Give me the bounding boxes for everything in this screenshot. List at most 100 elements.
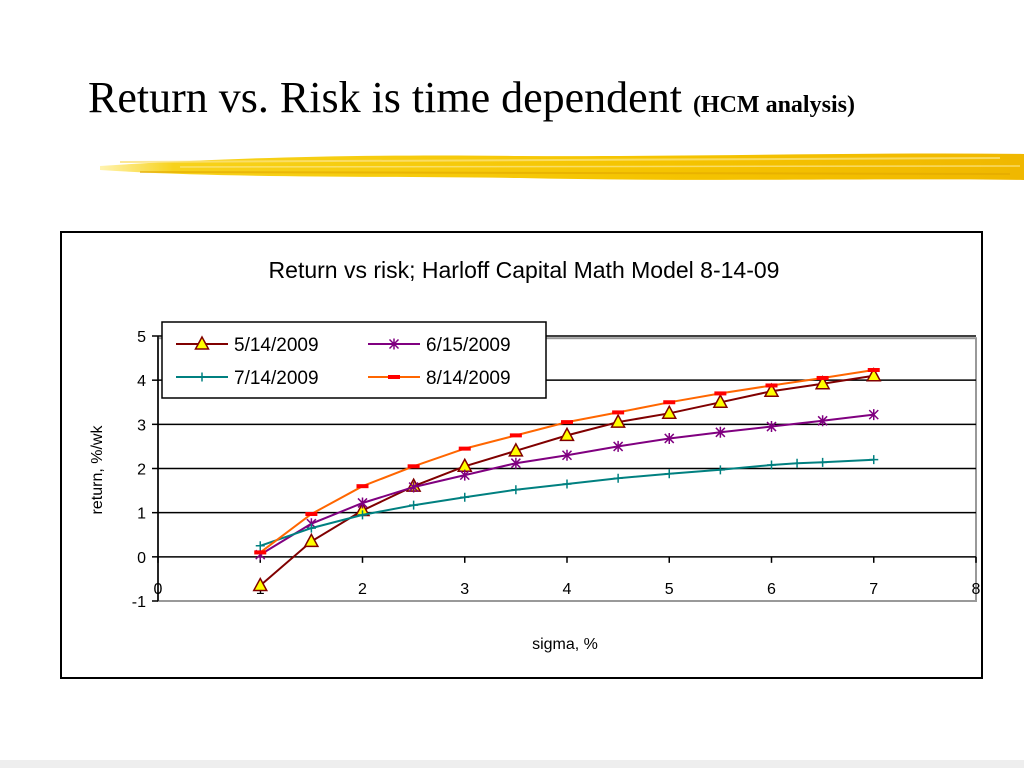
dash-marker bbox=[305, 511, 318, 516]
series-marker-asterisk bbox=[715, 426, 726, 438]
series-marker-plus bbox=[869, 455, 879, 465]
chart-title: Return vs risk; Harloff Capital Math Mod… bbox=[269, 257, 780, 283]
chart-svg: Return vs risk; Harloff Capital Math Mod… bbox=[89, 257, 981, 653]
dash-marker bbox=[458, 446, 471, 451]
x-tick-label: 4 bbox=[563, 581, 572, 598]
series-marker-triangle bbox=[814, 375, 831, 390]
series-marker-asterisk bbox=[408, 481, 419, 493]
plus-marker bbox=[197, 372, 207, 382]
series-marker-dash bbox=[714, 391, 727, 396]
legend-label: 8/14/2009 bbox=[426, 368, 511, 389]
dash-marker bbox=[663, 400, 676, 405]
dash-marker bbox=[765, 383, 778, 388]
x-tick-label: 8 bbox=[972, 581, 981, 598]
plus-marker bbox=[460, 492, 470, 502]
series-line-3 bbox=[259, 458, 874, 547]
plus-marker bbox=[358, 510, 367, 520]
legend-label: 7/14/2009 bbox=[234, 368, 319, 389]
triangle-marker bbox=[661, 404, 678, 420]
asterisk-marker bbox=[459, 469, 470, 481]
triangle-marker bbox=[508, 442, 524, 457]
series-marker-asterisk bbox=[510, 457, 521, 469]
series-marker-plus bbox=[358, 510, 367, 520]
series-marker-triangle bbox=[508, 442, 524, 457]
dash-marker bbox=[561, 420, 573, 425]
series-marker-dash bbox=[458, 446, 471, 451]
dash-marker bbox=[612, 410, 625, 415]
x-tick-label: 0 bbox=[154, 581, 163, 598]
yellow-brush-stroke bbox=[100, 153, 1024, 180]
series-marker-triangle bbox=[865, 367, 882, 382]
series-marker-asterisk bbox=[817, 415, 828, 427]
triangle-marker bbox=[303, 532, 320, 548]
triangle-marker bbox=[763, 382, 780, 397]
series-marker-dash bbox=[305, 511, 318, 516]
plus-marker bbox=[869, 455, 879, 465]
plus-marker bbox=[664, 469, 674, 479]
dash-marker bbox=[714, 391, 727, 396]
series-marker-dash bbox=[816, 375, 829, 380]
plus-marker bbox=[767, 460, 776, 470]
series-marker-dash bbox=[612, 410, 625, 415]
dash-marker bbox=[509, 433, 522, 438]
asterisk-marker bbox=[868, 409, 879, 421]
chart-frame: Return vs risk; Harloff Capital Math Mod… bbox=[60, 231, 983, 679]
series-marker-asterisk bbox=[613, 440, 624, 452]
series-marker-triangle bbox=[303, 532, 320, 548]
series-marker-plus bbox=[197, 372, 207, 382]
series-marker-asterisk bbox=[459, 469, 470, 481]
series-marker-dash bbox=[867, 368, 880, 373]
triangle-marker bbox=[194, 335, 210, 350]
x-tick-label: 3 bbox=[460, 581, 469, 598]
y-tick-label: 2 bbox=[137, 462, 146, 479]
series-marker-plus bbox=[409, 500, 419, 510]
series-marker-asterisk bbox=[766, 421, 777, 433]
plus-marker bbox=[306, 523, 316, 533]
y-tick-label: 4 bbox=[137, 373, 146, 390]
x-tick-label: 6 bbox=[767, 581, 776, 598]
legend-item: 6/15/2009 bbox=[368, 335, 511, 356]
slide-title-main: Return vs. Risk is time dependent bbox=[88, 73, 682, 122]
y-tick-label: 5 bbox=[137, 329, 146, 346]
series-marker-dash bbox=[765, 383, 778, 388]
legend-label: 5/14/2009 bbox=[234, 335, 319, 356]
slide-title: Return vs. Risk is time dependent (HCM a… bbox=[88, 72, 855, 123]
series-marker-dash bbox=[509, 433, 522, 438]
series-marker-asterisk bbox=[561, 449, 573, 461]
series-marker-triangle bbox=[559, 426, 575, 442]
triangle-marker bbox=[610, 413, 626, 428]
asterisk-marker bbox=[817, 415, 828, 427]
asterisk-marker bbox=[715, 426, 726, 438]
y-tick-label: 1 bbox=[137, 506, 146, 523]
series-marker-dash bbox=[356, 484, 369, 489]
series-marker-plus bbox=[767, 460, 776, 470]
slide-title-subtitle: (HCM analysis) bbox=[692, 92, 855, 118]
series-marker-triangle bbox=[252, 576, 269, 592]
triangle-marker bbox=[559, 426, 575, 442]
series-marker-triangle bbox=[194, 335, 210, 350]
series-marker-dash bbox=[388, 375, 400, 379]
triangle-marker bbox=[712, 393, 729, 408]
asterisk-marker bbox=[510, 457, 521, 469]
legend-item: 7/14/2009 bbox=[176, 368, 319, 389]
series-marker-plus bbox=[664, 469, 674, 479]
triangle-marker bbox=[814, 375, 831, 390]
series-marker-triangle bbox=[610, 413, 626, 428]
series-marker-asterisk bbox=[868, 409, 879, 421]
asterisk-marker bbox=[357, 497, 368, 509]
plus-marker bbox=[255, 541, 265, 551]
plus-marker bbox=[792, 458, 802, 468]
series-marker-dash bbox=[254, 550, 267, 555]
dash-marker bbox=[356, 484, 369, 489]
triangle-marker bbox=[865, 367, 882, 382]
series-marker-plus bbox=[255, 541, 265, 551]
series-marker-plus bbox=[613, 473, 623, 483]
x-tick-label: 7 bbox=[869, 581, 878, 598]
asterisk-marker bbox=[408, 481, 419, 493]
series-marker-asterisk bbox=[664, 432, 675, 444]
y-tick-label: 3 bbox=[137, 417, 146, 434]
plus-marker bbox=[715, 465, 725, 475]
series-marker-plus bbox=[562, 479, 572, 489]
series-marker-dash bbox=[407, 464, 420, 469]
legend-box bbox=[161, 321, 547, 399]
